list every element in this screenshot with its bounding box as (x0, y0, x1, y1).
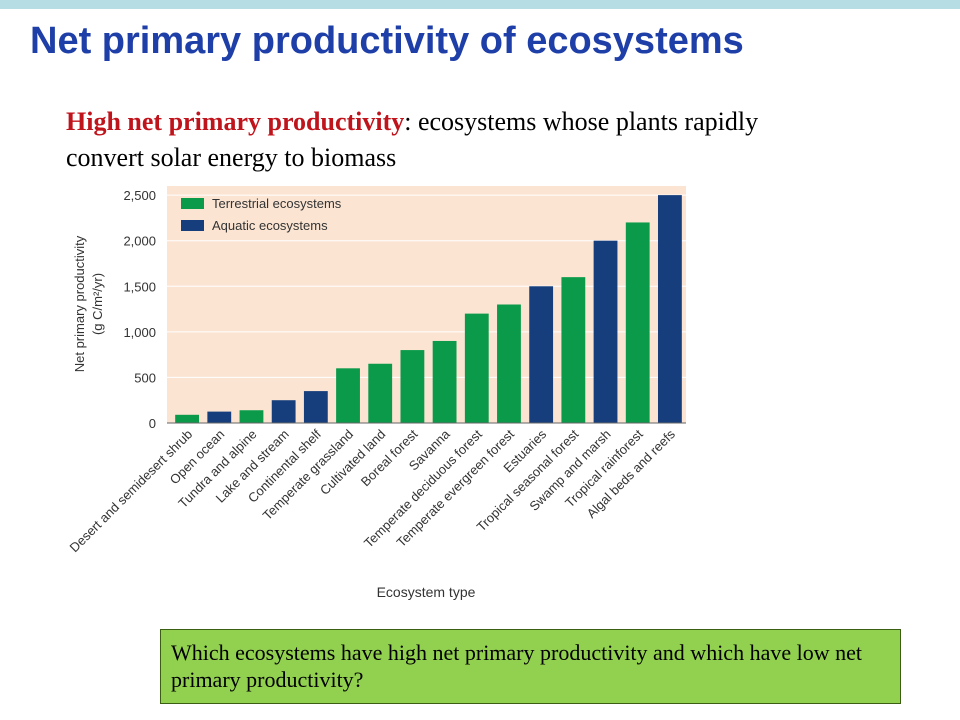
bar (432, 340, 457, 423)
bar (625, 222, 650, 423)
bar (336, 368, 360, 423)
definition-body: : ecosystems whose plants rapidly conver… (66, 107, 759, 172)
bar (657, 195, 682, 423)
slide-title: Net primary productivity of ecosystems (30, 20, 744, 62)
x-axis-label: Ecosystem type (377, 584, 476, 600)
definition-term: High net primary productivity (66, 107, 405, 136)
y-tick-label: 1,500 (123, 279, 156, 294)
legend-label-terrestrial: Terrestrial ecosystems (212, 196, 342, 211)
y-tick-labels: 0 500 1,000 1,500 2,000 2,500 (123, 188, 156, 431)
y-tick-label: 1,000 (123, 325, 156, 340)
bar (271, 400, 296, 423)
bar (464, 313, 489, 423)
legend-swatch-aquatic (181, 220, 204, 231)
x-tick-label: Desert and semidesert shrub (67, 427, 196, 556)
bar (207, 411, 232, 423)
bar (303, 391, 328, 423)
bar (593, 240, 618, 423)
y-tick-label: 2,000 (123, 234, 156, 249)
question-box: Which ecosystems have high net primary p… (160, 629, 901, 704)
legend-swatch-terrestrial (181, 198, 204, 209)
legend-label-aquatic: Aquatic ecosystems (212, 218, 328, 233)
bar (529, 286, 554, 423)
top-accent-bar (0, 0, 960, 9)
bar (175, 414, 200, 423)
y-tick-label: 2,500 (123, 188, 156, 203)
npp-bar-chart: 0 500 1,000 1,500 2,000 2,500 Desert and semi… (67, 186, 686, 600)
bar (239, 410, 264, 423)
bar (497, 304, 521, 423)
bar (368, 363, 393, 423)
y-tick-label: 0 (149, 416, 156, 431)
definition-text: High net primary productivity: ecosystem… (66, 104, 826, 176)
y-axis-unit: (g C/m²/yr) (90, 273, 105, 335)
bar (400, 350, 425, 423)
y-tick-label: 500 (134, 370, 156, 385)
bar (561, 277, 586, 423)
bars (175, 195, 682, 423)
legend: Terrestrial ecosystems Aquatic ecosystem… (181, 196, 342, 233)
y-axis-label: Net primary productivity (72, 235, 87, 372)
